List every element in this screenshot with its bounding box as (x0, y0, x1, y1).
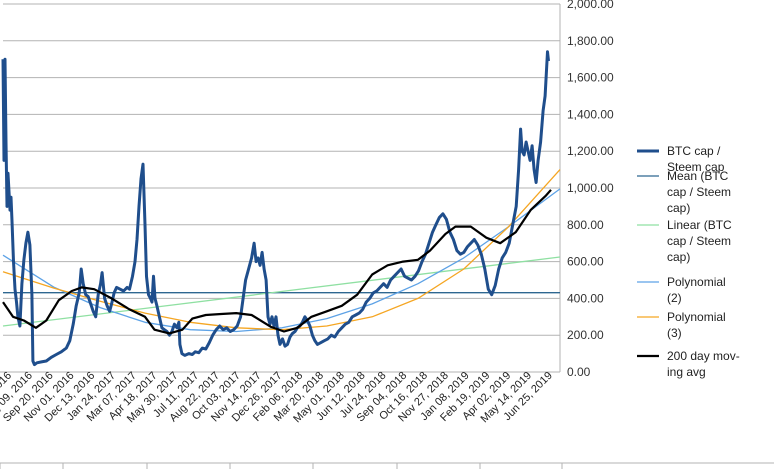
legend-entry-line: cap) (667, 250, 690, 264)
legend-entry-label: Linear (BTC cap / Steem cap) (667, 218, 732, 264)
legend-entry-line: (3) (667, 326, 682, 340)
legend-entry-line: BTC cap / (667, 144, 721, 158)
y-tick-label: 1,800.00 (567, 34, 614, 48)
y-tick-label: 200.00 (567, 328, 604, 342)
y-tick-label: 600.00 (567, 255, 604, 269)
y-tick-label: 0.00 (567, 365, 591, 379)
legend-entry-label: 200 day mov-ing avg (667, 349, 740, 379)
legend-entry-line: Linear (BTC (667, 218, 732, 232)
y-tick-label: 1,400.00 (567, 107, 614, 121)
legend-entry-line: Polynomial (667, 310, 726, 324)
y-tick-label: 1,600.00 (567, 71, 614, 85)
legend-entry-line: Mean (BTC (667, 169, 729, 183)
series-group (1, 50, 561, 367)
gridlines (0, 3, 774, 469)
series-line-5 (2, 189, 552, 335)
legend-entry-line: 200 day mov- (667, 349, 740, 363)
y-axis: 0.00 200.00 400.00 600.00 800.00 1,000.00 1,20… (567, 0, 614, 379)
legend-entry-line: cap / Steem (667, 185, 731, 199)
legend-entry-label: BTC cap / Steem cap (667, 144, 725, 174)
legend-entry-line: Polynomial (667, 275, 726, 289)
legend-entry-line: ing avg (667, 365, 706, 379)
legend-entry-label: Polynomial (2) (667, 275, 726, 305)
legend-entry-line: cap) (667, 201, 690, 215)
y-tick-label: 400.00 (567, 291, 604, 305)
series-line-2 (2, 256, 561, 327)
y-tick-label: 800.00 (567, 218, 604, 232)
legend-entry-label: Polynomial (3) (667, 310, 726, 340)
series-line-3 (2, 188, 561, 333)
legend-entry-line: cap / Steem (667, 234, 731, 248)
legend-entry-label: Mean (BTC cap / Steem cap) (667, 169, 731, 215)
y-tick-label: 2,000.00 (567, 0, 614, 11)
legend-entry-line: Steem cap (667, 160, 725, 174)
y-tick-label: 1,000.00 (567, 181, 614, 195)
series-line-0 (1, 50, 550, 367)
legend-entry-line: (2) (667, 291, 682, 305)
y-tick-label: 1,200.00 (567, 144, 614, 158)
